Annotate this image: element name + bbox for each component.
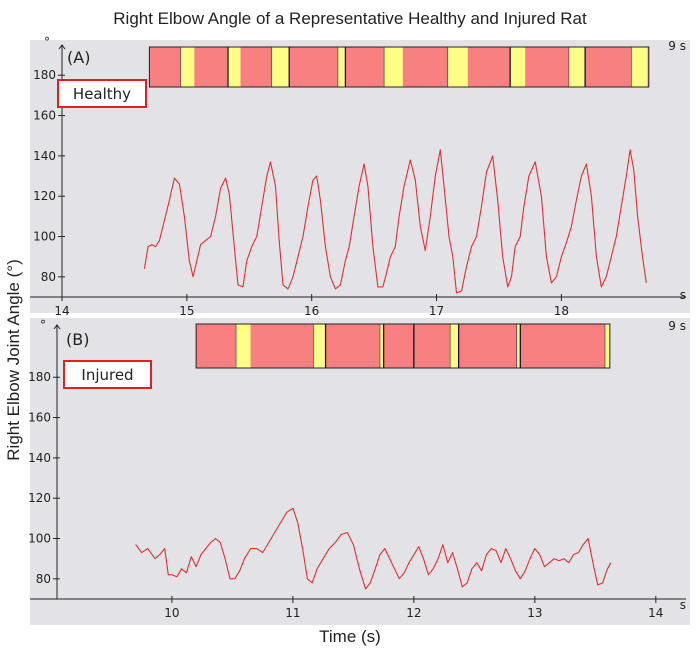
- y-tick-label: 100: [33, 230, 56, 244]
- chart-panel-b: 80 100 120 140 160 180 10 11 12 13 14 ° s 9 s (B) Injur…: [28, 318, 690, 625]
- x-tick-label: 14: [54, 304, 69, 318]
- x-tick-label: 11: [285, 606, 300, 620]
- duration-label: 9 s: [668, 319, 686, 333]
- x-tick-label: 12: [406, 606, 421, 620]
- gait-bar-border: [148, 46, 650, 88]
- gait-bar-swing: [384, 47, 403, 87]
- gait-bar-swing: [337, 47, 346, 87]
- x-tick-label: 13: [527, 606, 542, 620]
- condition-label: Healthy: [73, 85, 131, 103]
- y-tick-label: 160: [33, 109, 56, 123]
- x-unit-label: s: [680, 598, 686, 612]
- duration-label: 9 s: [668, 39, 686, 53]
- y-tick-label: 120: [28, 491, 51, 505]
- y-tick-label: 80: [36, 572, 51, 586]
- y-tick-label: 140: [33, 149, 56, 163]
- gait-bar-swing: [271, 47, 290, 87]
- y-tick-label: 120: [33, 189, 56, 203]
- gait-bar-swing: [313, 324, 326, 368]
- gait-bar-swing: [450, 324, 459, 368]
- x-tick-label: 15: [179, 304, 194, 318]
- x-axis-label: Time (s): [319, 627, 381, 646]
- data-line-series: [143, 149, 647, 294]
- gait-bar-swing: [236, 324, 251, 368]
- condition-label-box: [57, 79, 147, 108]
- y-tick-label: 140: [28, 451, 51, 465]
- figure-title: Right Elbow Angle of a Representative He…: [113, 9, 587, 28]
- gait-bar-swing: [568, 47, 586, 87]
- y-axis-label-wrap: Right Elbow Joint Angle (°): [4, 259, 24, 461]
- panel-tag: (B): [66, 330, 89, 349]
- chart-panel-a: 80 100 120 140 160 180 14 15 16 17 18 ° s 9 s (A) Healt…: [30, 35, 690, 318]
- y-unit-label: °: [40, 318, 46, 332]
- y-tick-label: 100: [28, 532, 51, 546]
- y-unit-label: °: [44, 35, 50, 49]
- x-tick-label: 16: [304, 304, 319, 318]
- y-tick-label: 180: [33, 68, 56, 82]
- y-axis-arrow: [58, 44, 66, 50]
- panel-tag: (A): [67, 48, 90, 67]
- y-axis-arrow: [53, 324, 61, 330]
- condition-label: Injured: [81, 366, 133, 384]
- y-tick-label: 80: [41, 270, 56, 284]
- condition-label-box: [63, 360, 152, 389]
- gait-bar-border: [195, 323, 611, 369]
- gait-bar-swing: [228, 47, 241, 87]
- gait-bar-swing: [379, 324, 384, 368]
- gait-bar-swing: [631, 47, 648, 87]
- gait-bar-stance: [196, 324, 610, 368]
- x-unit-label: s: [680, 288, 686, 302]
- gait-bar-swing: [447, 47, 468, 87]
- gait-bar-swing: [510, 47, 526, 87]
- x-tick-label: 10: [164, 606, 179, 620]
- y-axis-label: Right Elbow Joint Angle (°): [4, 259, 23, 461]
- data-line-series: [135, 507, 612, 590]
- y-tick-label: 160: [28, 411, 51, 425]
- gait-bar-swing: [604, 324, 610, 368]
- gait-bar-swing: [180, 47, 195, 87]
- y-tick-label: 180: [28, 370, 51, 384]
- gait-bar-swing: [516, 324, 521, 368]
- x-tick-label: 17: [429, 304, 444, 318]
- x-tick-label: 18: [554, 304, 569, 318]
- x-tick-label: 14: [648, 606, 663, 620]
